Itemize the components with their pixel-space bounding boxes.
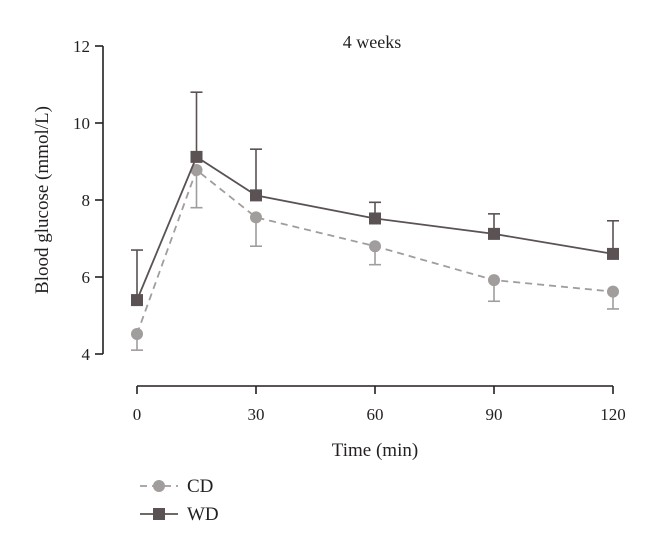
data-point bbox=[607, 285, 619, 298]
series-cd bbox=[131, 163, 619, 351]
legend-marker bbox=[153, 508, 165, 520]
data-point bbox=[250, 211, 262, 224]
data-point bbox=[131, 294, 143, 307]
data-point bbox=[131, 327, 143, 340]
legend-label: CD bbox=[187, 476, 213, 497]
data-point bbox=[607, 247, 619, 260]
data-point bbox=[488, 227, 500, 240]
series-wd bbox=[131, 91, 619, 307]
data-point bbox=[190, 150, 203, 163]
x-axis-title: Time (min) bbox=[332, 440, 418, 461]
series-line bbox=[136, 168, 614, 335]
x-tick-label: 0 bbox=[133, 405, 142, 424]
x-tick-label: 30 bbox=[248, 405, 265, 424]
y-axis-title: Blood glucose (mmol/L) bbox=[32, 106, 53, 294]
legend-item-cd: CD bbox=[140, 476, 213, 497]
legend: CD WD bbox=[140, 476, 219, 525]
y-axis: 4 6 8 10 12 bbox=[73, 37, 104, 364]
x-tick-label: 60 bbox=[367, 405, 384, 424]
y-tick-label: 10 bbox=[73, 114, 90, 133]
y-tick-label: 12 bbox=[73, 37, 90, 56]
series-line bbox=[136, 155, 614, 301]
y-tick-label: 6 bbox=[82, 268, 91, 287]
data-point bbox=[190, 163, 203, 176]
x-tick-label: 90 bbox=[486, 405, 503, 424]
data-point bbox=[369, 212, 381, 225]
legend-label: WD bbox=[187, 504, 219, 525]
data-point bbox=[369, 240, 381, 253]
chart-title: 4 weeks bbox=[343, 32, 401, 52]
plot-area bbox=[131, 91, 619, 351]
x-axis: 0 30 60 90 120 bbox=[133, 385, 626, 424]
data-point bbox=[250, 189, 262, 202]
legend-item-wd: WD bbox=[140, 504, 219, 525]
y-tick-label: 8 bbox=[82, 191, 91, 210]
legend-marker bbox=[153, 480, 165, 492]
y-tick-label: 4 bbox=[82, 345, 91, 364]
data-point bbox=[488, 274, 500, 287]
x-tick-label: 120 bbox=[600, 405, 626, 424]
